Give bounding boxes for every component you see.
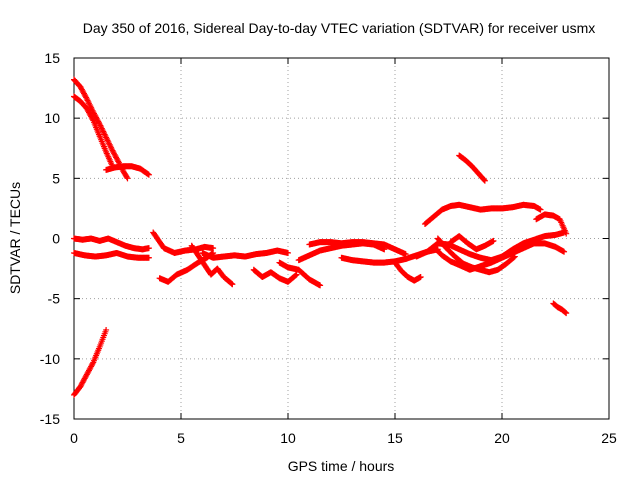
data-point <box>124 175 131 182</box>
data-point <box>103 326 110 333</box>
x-tick-label: 25 <box>601 430 617 446</box>
data-point <box>563 230 570 237</box>
series-arc-u <box>421 201 544 228</box>
series-arc-s <box>434 235 518 276</box>
data-point <box>285 249 291 256</box>
x-tick-label: 5 <box>177 430 185 446</box>
data-marker <box>89 360 96 367</box>
series-arc-i <box>188 242 236 288</box>
data-point <box>145 254 152 261</box>
data-point <box>511 253 518 260</box>
series-arc-w <box>456 152 488 184</box>
series-arc-b <box>71 93 116 170</box>
data-point <box>293 271 300 278</box>
data-point <box>145 245 152 252</box>
series-arc-p <box>392 259 424 284</box>
y-tick-label: -15 <box>40 411 60 427</box>
series-arc-e <box>71 249 152 261</box>
series-arc-k <box>250 266 300 285</box>
x-axis-label: GPS time / hours <box>288 458 395 474</box>
x-tick-label: 15 <box>387 430 403 446</box>
data-point <box>561 248 568 255</box>
series-arc-v <box>533 211 570 237</box>
series-arc-t <box>447 233 497 253</box>
data-marker <box>228 280 235 287</box>
data-points <box>71 76 570 398</box>
y-tick-label: -5 <box>48 291 61 307</box>
series-arc-x <box>550 300 570 317</box>
y-tick-label: 15 <box>44 50 60 66</box>
data-marker <box>123 174 130 181</box>
data-point <box>229 281 236 288</box>
data-point <box>481 177 488 184</box>
grid-lines <box>74 58 609 419</box>
x-tick-label: 20 <box>494 430 510 446</box>
data-marker <box>89 116 96 123</box>
data-point <box>563 310 570 317</box>
data-point <box>317 282 324 289</box>
data-marker <box>562 309 569 316</box>
x-tick-label: 0 <box>70 430 78 446</box>
data-marker <box>481 176 488 183</box>
y-tick-label: 0 <box>52 231 60 247</box>
series-arc-f <box>71 326 110 398</box>
axis-ticks: 0 5 10 15 20 25 -15 -10 -5 0 5 10 15 <box>40 50 617 446</box>
series-arc-c <box>103 163 152 178</box>
data-point <box>145 171 152 178</box>
series-arc-d <box>71 235 152 253</box>
series-arc-l <box>276 259 324 289</box>
y-tick-label: -10 <box>40 351 60 367</box>
y-axis-label: SDTVAR / TECUs <box>7 182 23 294</box>
x-tick-label: 10 <box>280 430 296 446</box>
data-marker <box>511 254 518 261</box>
data-point <box>490 237 497 244</box>
y-tick-label: 10 <box>44 110 60 126</box>
chart-title: Day 350 of 2016, Sidereal Day-to-day VTE… <box>83 20 596 36</box>
y-tick-label: 5 <box>52 170 60 186</box>
data-point <box>537 206 544 213</box>
series-arc-j <box>199 247 291 261</box>
series-arc-g <box>150 229 217 256</box>
series-arc-n <box>306 239 409 258</box>
data-marker <box>292 272 299 279</box>
data-point <box>417 274 424 281</box>
